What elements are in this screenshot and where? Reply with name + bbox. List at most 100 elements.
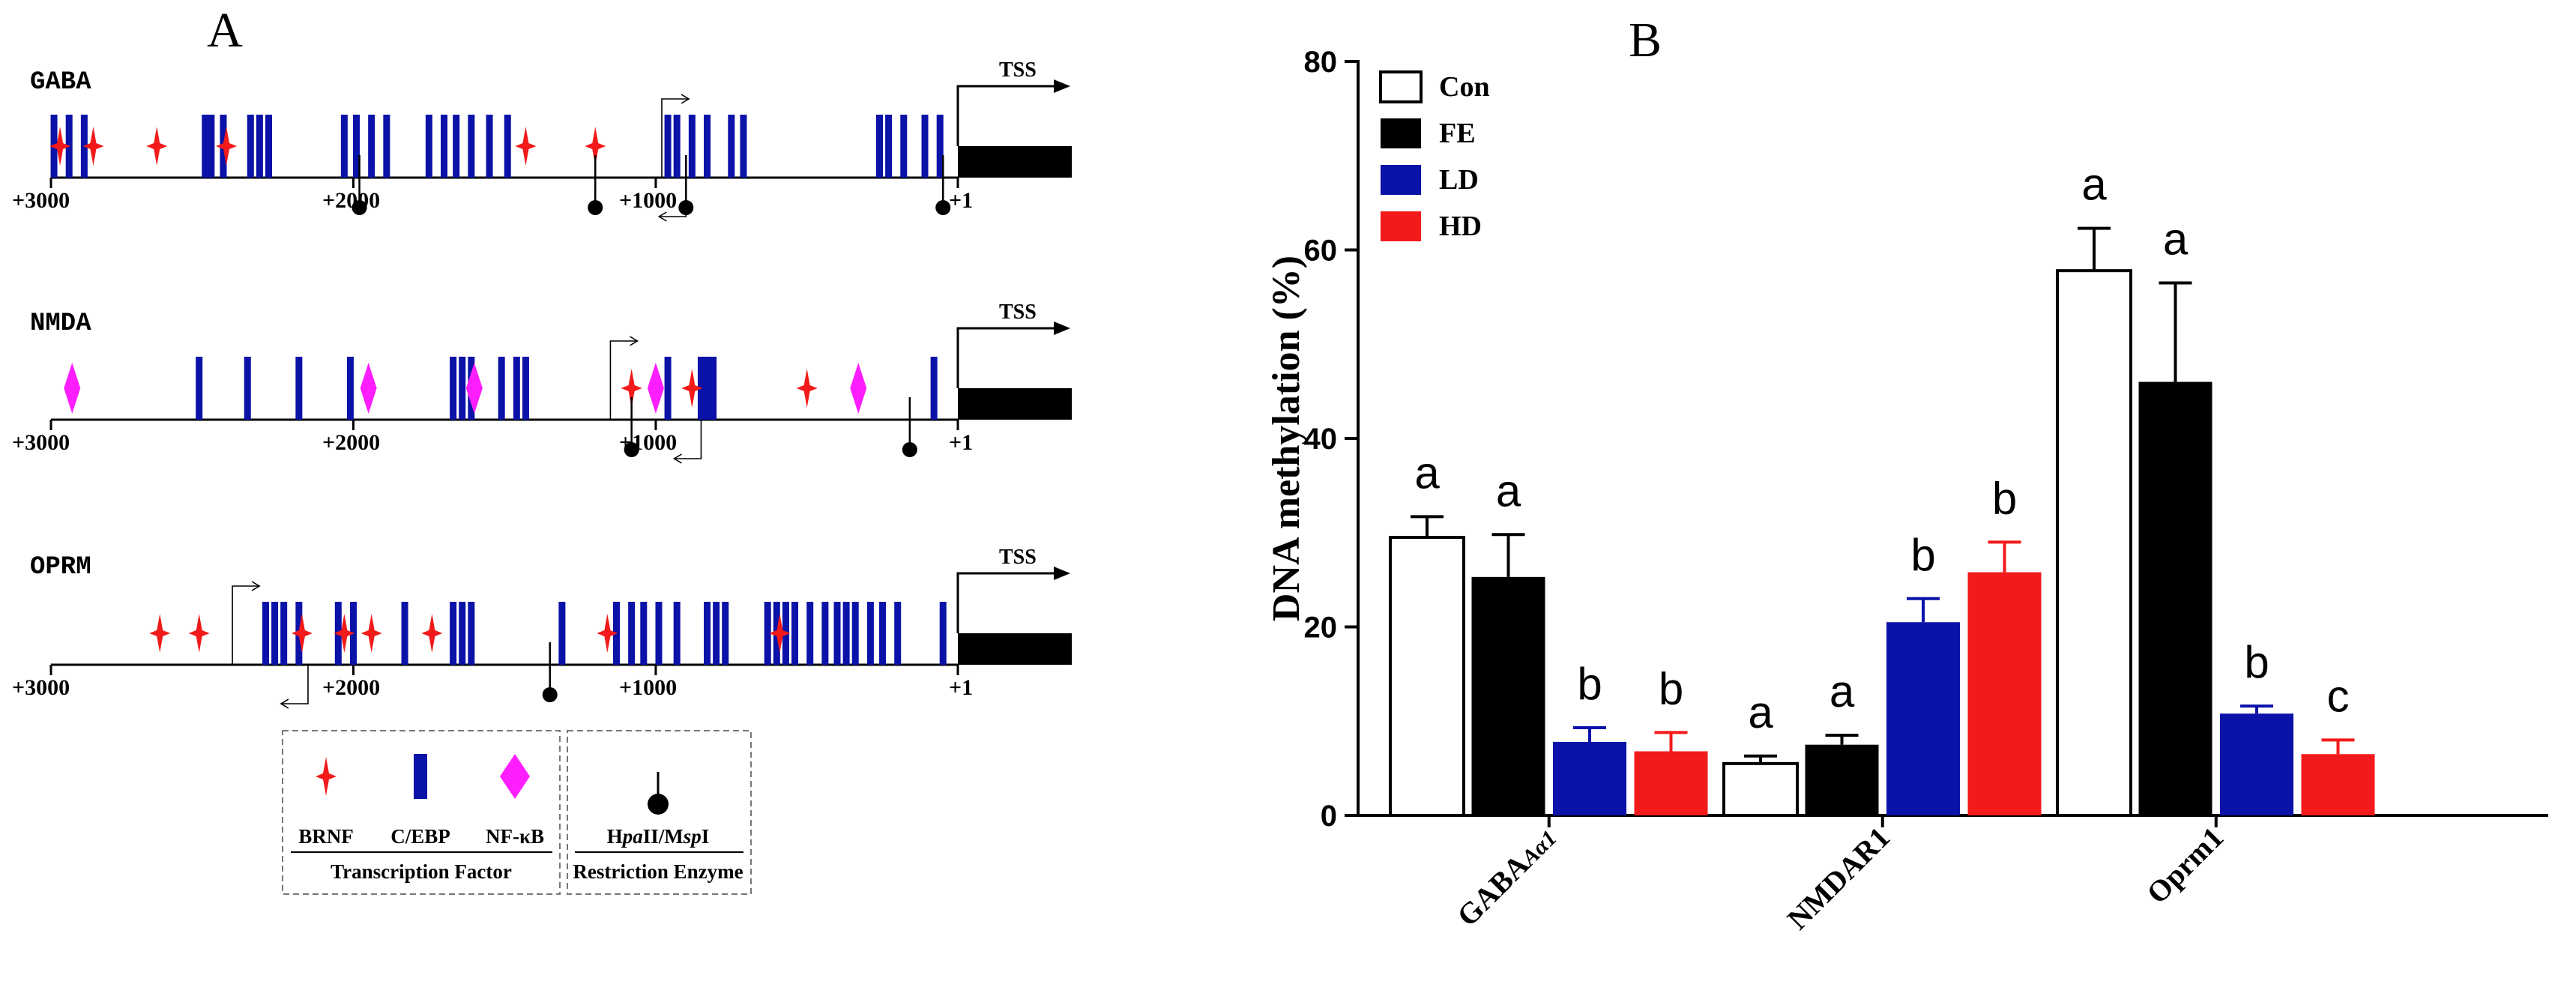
panel-a-label: A <box>207 3 243 58</box>
legend-label: FE <box>1439 118 1476 149</box>
cebp-site <box>939 602 947 665</box>
brnf-site <box>316 757 337 796</box>
cebp-site <box>655 602 663 665</box>
y-tick-label: 20 <box>1304 612 1338 645</box>
legend-label: HD <box>1439 211 1482 242</box>
transcript-block <box>958 146 1072 178</box>
enzyme-name-part: II/M <box>643 825 684 848</box>
brnf-site <box>585 127 606 166</box>
enzyme-name-part: sp <box>683 825 702 848</box>
tf-legend-label: NF-κB <box>486 825 544 848</box>
cebp-site <box>265 115 272 178</box>
cebp-site <box>885 115 893 178</box>
cebp-site <box>450 602 457 665</box>
significance-letter: b <box>2244 637 2269 687</box>
transcript-block <box>958 388 1072 420</box>
nfkb-site <box>500 754 530 799</box>
significance-letter: a <box>2081 160 2107 210</box>
enzyme-name-part: I <box>702 825 710 848</box>
cebp-site <box>704 602 711 665</box>
position-label: +1000 <box>619 675 677 700</box>
reverse-arrow <box>660 178 687 217</box>
cebp-site <box>640 602 648 665</box>
enzyme-site <box>352 200 367 215</box>
bar-con <box>1722 761 1799 818</box>
cebp-site <box>504 115 511 178</box>
enzyme-site <box>902 442 917 457</box>
position-label: +2000 <box>322 675 380 700</box>
brnf-site <box>334 614 355 653</box>
cebp-site <box>401 602 408 665</box>
cebp-site <box>368 115 375 178</box>
significance-letter: b <box>1659 663 1683 713</box>
significance-letter: a <box>1414 447 1440 498</box>
brnf-site <box>188 614 210 653</box>
bar-hd <box>2301 754 2375 815</box>
cebp-site <box>673 602 681 665</box>
nfkb-site <box>850 363 867 414</box>
y-axis-label: DNA methylation (%) <box>1265 256 1308 621</box>
enzyme-site <box>542 687 558 702</box>
brnf-site <box>361 614 382 653</box>
enzyme-site <box>624 442 639 457</box>
panel-b-label: B <box>1629 13 1662 67</box>
legend-label: Con <box>1439 71 1490 103</box>
significance-letter: a <box>1830 666 1855 716</box>
bar-hd <box>1967 572 2042 815</box>
reverse-arrowhead <box>657 211 667 222</box>
category-label: Oprm1 <box>2140 821 2230 911</box>
cebp-site <box>262 602 269 665</box>
brnf-site <box>291 614 313 653</box>
cebp-site <box>441 115 448 178</box>
tss-arrowhead <box>1054 567 1070 580</box>
bar-fe <box>2138 381 2212 815</box>
brnf-site <box>82 127 104 166</box>
bar-fe <box>1471 576 1545 815</box>
gene-name: OPRM <box>30 553 91 582</box>
legend-swatch-con <box>1379 70 1423 103</box>
cebp-site <box>346 357 354 420</box>
cebp-site <box>876 115 884 178</box>
brnf-site <box>621 369 642 408</box>
cebp-site <box>450 357 457 420</box>
enzyme-legend-box <box>567 730 752 895</box>
bar-ld <box>2220 713 2293 815</box>
legend-swatch-ld <box>1381 165 1421 195</box>
position-label: +1000 <box>619 188 677 213</box>
cebp-site <box>764 602 771 665</box>
nfkb-site <box>64 363 81 414</box>
cebp-site <box>879 602 887 665</box>
tss-arrow <box>956 327 1063 388</box>
significance-letter: c <box>2327 671 2350 721</box>
start-arrowhead <box>630 336 639 346</box>
cebp-site <box>866 602 874 665</box>
brnf-site <box>515 127 537 166</box>
position-label: +3000 <box>12 675 70 700</box>
cebp-site <box>833 602 841 665</box>
brnf-site <box>769 614 791 653</box>
brnf-site <box>421 614 443 653</box>
enzyme-legend-label: HpaII/MspI <box>607 825 710 848</box>
significance-letter: a <box>2163 214 2189 265</box>
bar-fe <box>1805 744 1879 815</box>
cebp-site <box>704 115 711 178</box>
nfkb-site <box>360 363 377 414</box>
tss-label: TSS <box>999 546 1037 569</box>
cebp-site <box>894 602 902 665</box>
cebp-site <box>271 602 279 665</box>
cebp-site <box>256 115 263 178</box>
tss-arrow <box>956 572 1063 633</box>
y-tick-label: 80 <box>1304 46 1338 79</box>
tss-label: TSS <box>999 301 1037 324</box>
enzyme-name-part: H <box>607 825 623 848</box>
cebp-site <box>486 115 493 178</box>
promoter-map-gaba: GABA +3000 +2000 +1000 +1 TSS <box>12 58 1072 222</box>
position-label: +1 <box>949 188 973 213</box>
cebp-site <box>425 115 432 178</box>
cebp-site <box>459 357 466 420</box>
cebp-site <box>900 115 908 178</box>
start-arrowhead <box>681 94 690 104</box>
legend-swatch-hd <box>1381 211 1421 241</box>
